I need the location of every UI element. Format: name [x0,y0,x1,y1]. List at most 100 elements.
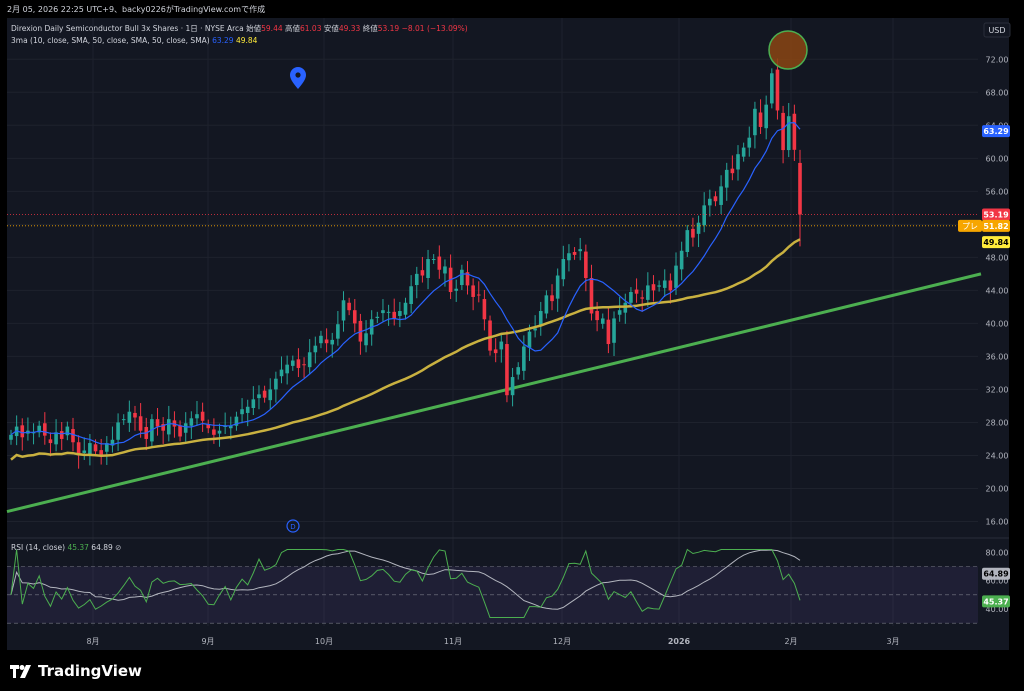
candle-body [403,302,408,315]
candle-body [37,425,41,433]
candle-body [313,345,318,353]
candle-body [341,300,346,321]
candle-body [414,273,419,286]
price-label: 63.29 [983,127,1009,136]
price-axis-tick: 20.00 [986,484,1009,493]
price-label-bg [982,236,1010,249]
premarket-tag: プレ [962,222,978,231]
candle-body [257,394,261,399]
time-axis-label: 8月 [86,637,99,646]
candle-body [482,299,487,320]
candle-body [381,310,385,314]
candle-body [550,295,554,302]
candle-body [499,341,504,350]
candle-body [110,439,115,446]
candle-body [319,335,323,344]
dividend-marker[interactable] [286,519,300,533]
candle-body [347,302,351,311]
time-axis-label: 2月 [784,637,797,646]
price-axis-tick: 48.00 [986,253,1009,262]
price-label: 51.82 [983,222,1008,231]
candle-body [668,280,673,291]
candle-body [561,259,566,280]
candle-body [651,284,656,291]
candle-body [431,259,436,261]
time-axis-label: 2026 [668,637,691,646]
candle-body [612,318,616,343]
location-pin-icon[interactable] [290,67,306,89]
price-axis-tick: 60.00 [986,154,1009,163]
candle-body [9,434,13,440]
candle-body [48,439,53,444]
candle-body [657,285,661,287]
candle-body [685,230,690,252]
candle-body [59,431,64,439]
price-axis-tick: 24.00 [986,451,1009,460]
candle-body [578,249,583,252]
candle-body [200,411,205,421]
rsi-value-label-bg [982,595,1010,608]
candle-body [296,359,301,368]
candle-body [662,280,667,288]
candle-body [138,416,143,431]
candle-body [634,289,639,294]
candle-body [476,294,481,296]
price-axis-tick: 16.00 [986,517,1009,526]
candle-body [167,419,171,435]
price-axis-tick: 56.00 [986,187,1009,196]
candle-body [646,285,650,300]
ohlc-value: 49.33 [339,24,363,33]
candle-body [617,310,622,315]
candle-body [234,416,239,426]
candle-body [375,316,380,319]
candle-body [386,311,391,313]
candle-body [251,399,256,408]
candle-body [522,346,526,371]
candle-body [364,333,368,346]
ohlc-label: 安値 [324,23,339,33]
rsi-ma-line [10,549,801,610]
ohlc-value: 53.19 [378,24,402,33]
candle-body [426,259,430,278]
candle-body [781,112,785,151]
candle-body [471,285,475,297]
creation-stamp: 2月 05, 2026 22:25 UTC+9、backy0226がTradin… [7,5,266,14]
candle-body [336,324,340,339]
candle-body [420,270,425,276]
candle-body [116,422,120,440]
ohlc-value: 61.03 [300,24,324,33]
candle-body [65,426,70,436]
candle-body [736,154,740,170]
candle-body [240,409,244,415]
candle-body [285,364,289,374]
candle-body [330,339,335,345]
candle-body [121,419,126,421]
dividend-marker-label: D [290,523,295,531]
candle-body [189,418,194,426]
rsi-legend-value: 45.37 [67,543,91,552]
price-label: 53.19 [983,211,1009,220]
time-axis-background [7,631,1009,650]
candle-body [555,275,560,299]
candle-body [20,425,25,438]
candle-body [792,113,797,150]
sma50-line [10,238,801,461]
ohlc-label: 終値 [363,23,378,33]
candle-body [758,112,763,127]
candle-body [279,369,284,377]
price-label-bg [982,125,1010,138]
candle-body [527,331,532,348]
candle-body [719,186,723,205]
currency-button[interactable] [983,22,1011,38]
candle-body [533,328,537,331]
candle-body [268,389,273,401]
price-axis-tick: 36.00 [986,352,1009,361]
tradingview-logo[interactable]: TradingView [10,662,142,680]
ma-legend-value: 49.84 [236,36,258,45]
candle-body [753,108,757,136]
candle-body [82,450,87,453]
candle-body [516,367,521,375]
candle-body [76,442,81,456]
candle-body [764,104,768,129]
